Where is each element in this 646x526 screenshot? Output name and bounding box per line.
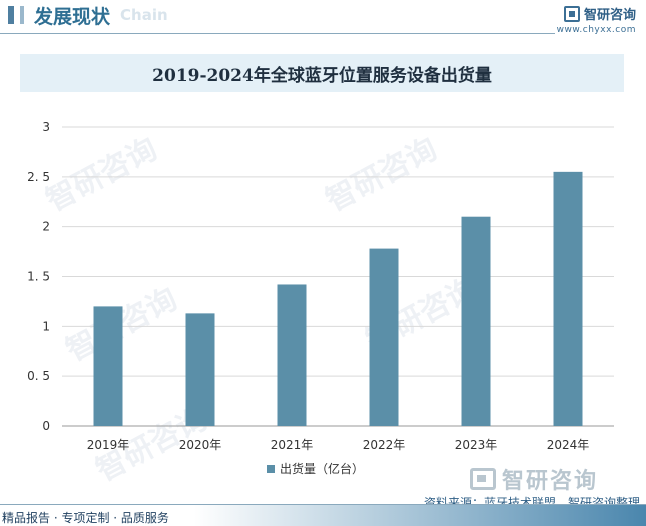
brand-logo-icon — [563, 5, 580, 22]
header-divider — [0, 33, 555, 34]
y-tick-label: 0 — [42, 419, 50, 433]
bar — [369, 248, 399, 426]
y-tick-label: 1. 5 — [27, 270, 50, 284]
bar-chart: 0 0. 5 1 1. 5 2 2. 5 3 2019年 2020年 2021年 2022年 2023… — [27, 120, 614, 452]
bar — [93, 306, 123, 426]
x-tick-label: 2021年 — [271, 438, 314, 452]
section-title-en: Chain — [120, 6, 168, 24]
x-tick-label: 2019年 — [87, 438, 130, 452]
x-tick-label: 2024年 — [547, 438, 590, 452]
footer-services: 精品报告 · 专项定制 · 品质服务 — [2, 511, 169, 525]
y-tick-label: 2 — [42, 220, 50, 234]
header-bar-icon — [20, 6, 24, 24]
chart-title-box: 2019-2024年全球蓝牙位置服务设备出货量 — [20, 54, 624, 92]
header-bar-icon — [8, 6, 14, 24]
footer-logo-icon — [470, 468, 496, 490]
brand-url: www.chyxx.com — [556, 25, 636, 35]
footer-brand: 智研咨询 — [470, 463, 598, 495]
y-tick-label: 0. 5 — [27, 369, 50, 383]
section-header: 发展现状 Chain — [8, 2, 168, 28]
footer-bar — [0, 505, 646, 526]
footer-divider — [0, 504, 646, 505]
bar — [185, 313, 215, 426]
x-tick-label: 2022年 — [363, 438, 406, 452]
legend-label: 出货量（亿台） — [280, 462, 365, 476]
x-tick-label: 2020年 — [179, 438, 222, 452]
y-tick-label: 3 — [42, 120, 50, 134]
brand-block: 智研咨询 www.chyxx.com — [557, 4, 636, 35]
footer-brand-name: 智研咨询 — [502, 469, 599, 494]
y-tick-label: 1 — [42, 319, 50, 333]
section-title: 发展现状 — [34, 5, 111, 28]
legend-swatch — [267, 464, 275, 473]
brand-name: 智研咨询 — [583, 8, 636, 23]
x-tick-label: 2023年 — [455, 438, 498, 452]
bar — [277, 284, 307, 426]
chart-legend: 出货量（亿台） — [267, 460, 364, 477]
chart-title: 2019-2024年全球蓝牙位置服务设备出货量 — [152, 65, 492, 86]
bar — [553, 171, 583, 426]
bar — [461, 216, 491, 426]
y-tick-label: 2. 5 — [27, 170, 50, 184]
